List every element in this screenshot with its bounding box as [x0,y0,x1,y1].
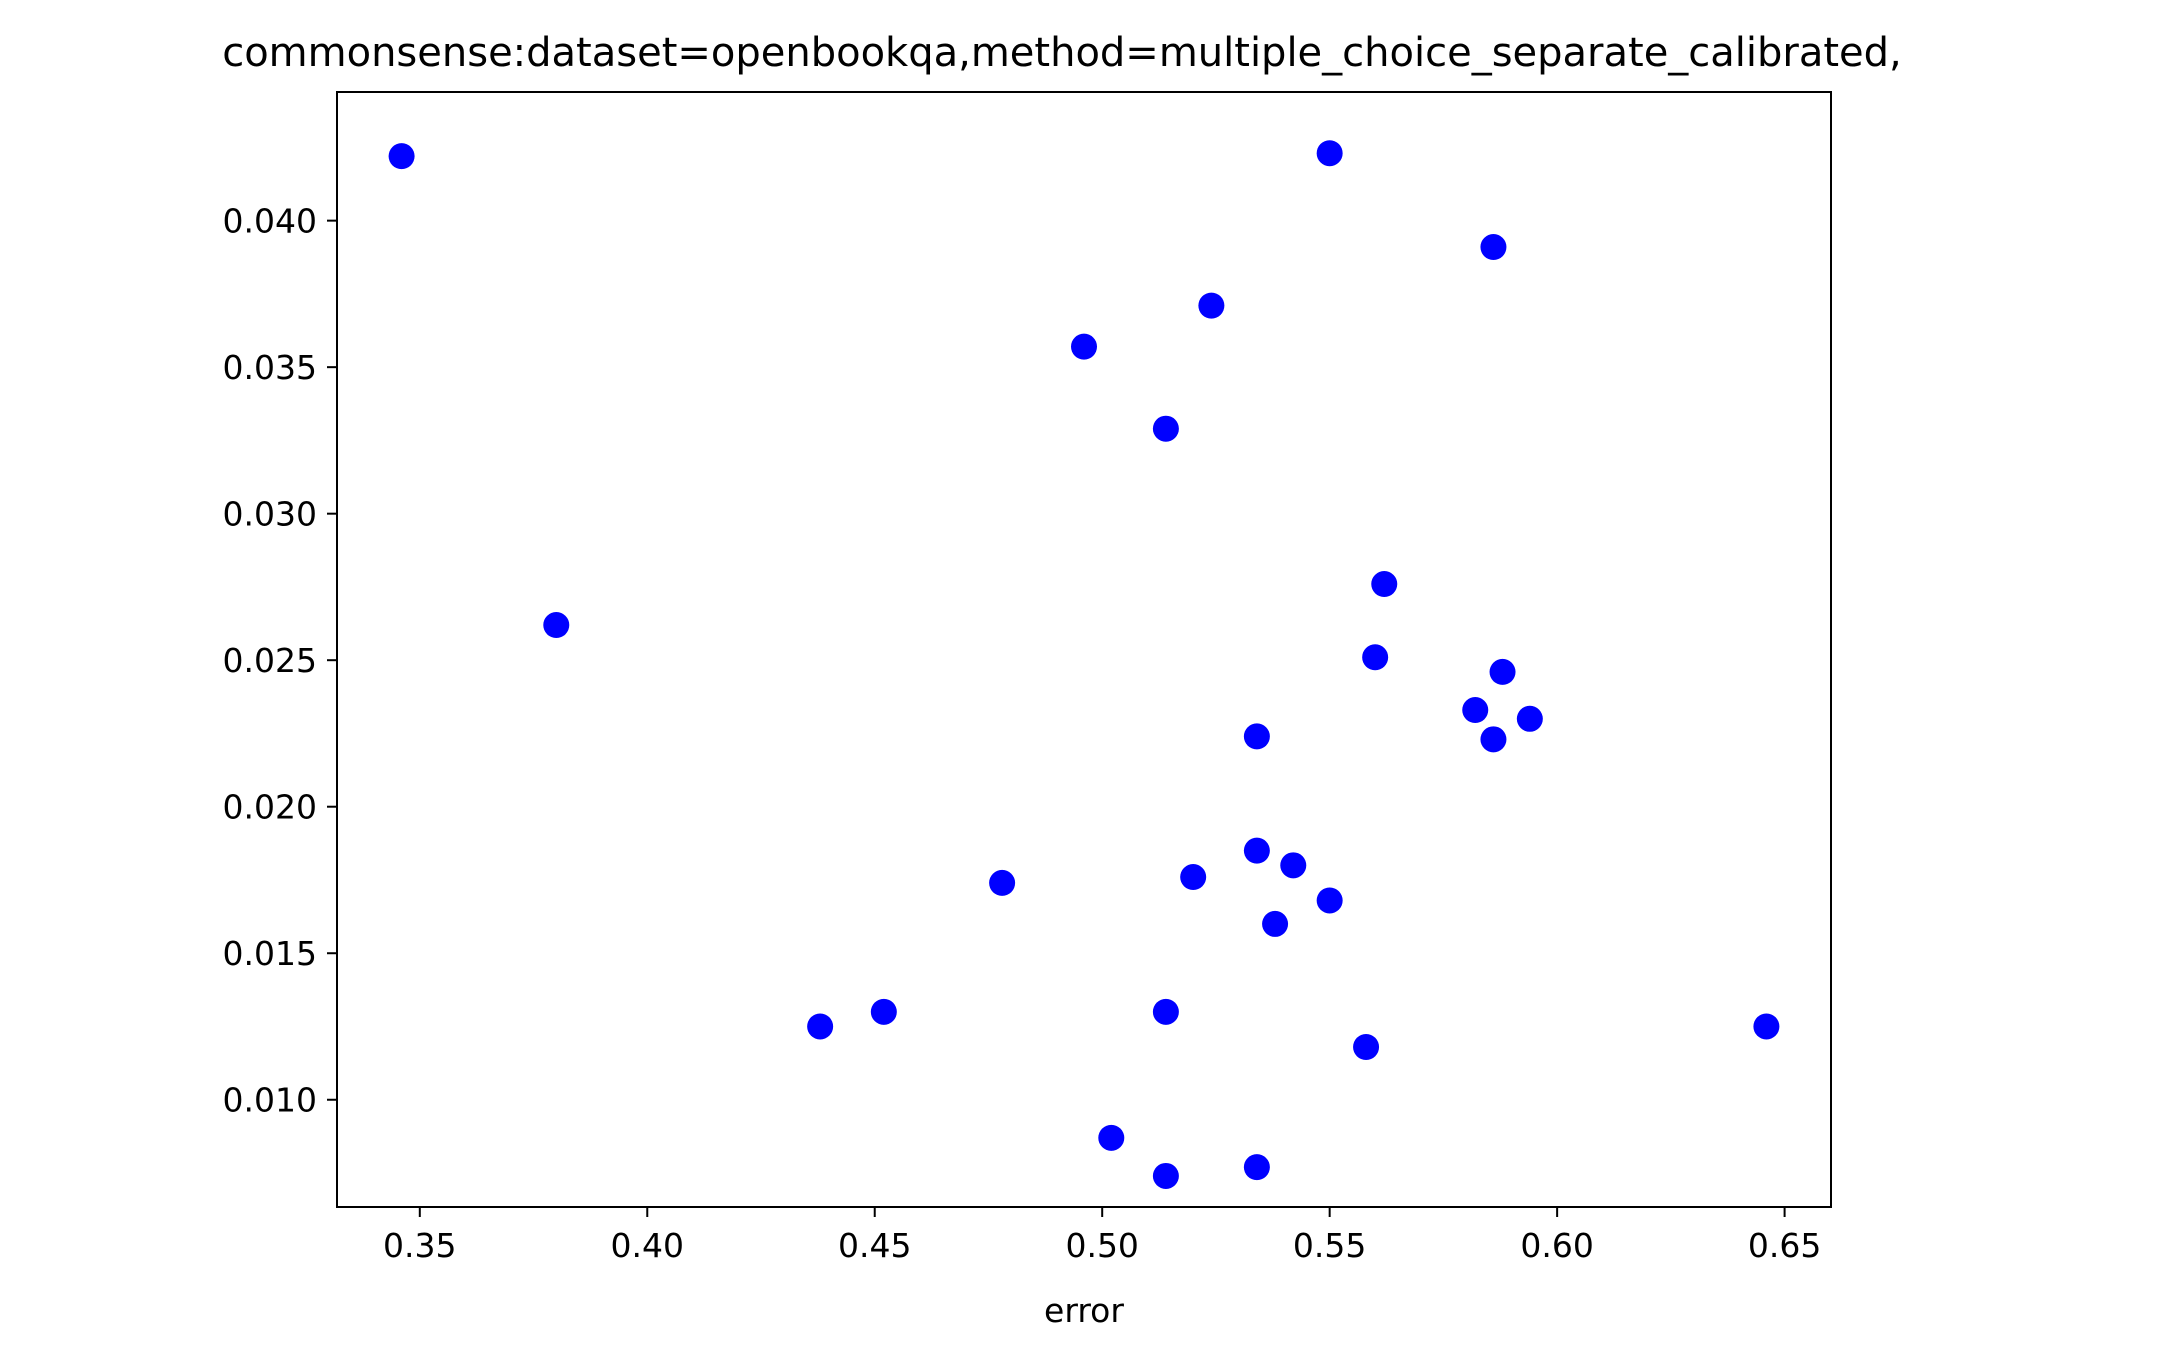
scatter-point [1180,864,1207,891]
y-tick-label: 0.035 [223,348,317,387]
y-tick-label: 0.015 [223,934,317,973]
x-tick-label: 0.35 [383,1226,456,1265]
x-tick-label: 0.50 [1065,1226,1138,1265]
scatter-point [1243,837,1270,864]
scatter-point [1243,723,1270,750]
scatter-point [1462,697,1489,724]
y-tick-label: 0.040 [223,202,317,241]
scatter-point [1152,415,1179,442]
scatter-point [1280,852,1307,879]
y-tick-label: 0.025 [223,641,317,680]
scatter-point [543,612,570,639]
scatter-point [1316,140,1343,167]
y-axis: 0.010 0.015 0.020 0.025 0.030 0.035 0.040 [223,202,337,1120]
y-tick-label: 0.030 [223,495,317,534]
scatter-point [1098,1124,1125,1151]
plot-area [336,91,1832,1208]
scatter-point [1353,1034,1380,1061]
scatter-point [388,143,415,170]
scatter-point [1480,726,1507,753]
scatter-point [989,869,1016,896]
scatter-point [1262,910,1289,937]
x-tick-label: 0.65 [1748,1226,1821,1265]
scatter-point [1243,1154,1270,1181]
x-axis: 0.35 0.40 0.45 0.50 0.55 0.60 0.65 [383,1207,1821,1265]
scatter-point [807,1013,834,1040]
scatter-points [388,140,1780,1189]
scatter-point [1152,1162,1179,1189]
chart-title: commonsense:dataset=openbookqa,method=mu… [222,30,1902,76]
plot-frame [336,91,1832,1208]
scatter-point [1071,333,1097,360]
scatter-point [1489,658,1516,685]
x-tick-label: 0.55 [1293,1226,1366,1265]
scatter-point [1152,998,1179,1025]
y-tick-label: 0.010 [223,1081,317,1120]
scatter-point [1362,644,1389,671]
x-tick-label: 0.60 [1520,1226,1593,1265]
y-tick-label: 0.020 [223,788,317,827]
scatter-point [1198,292,1225,319]
x-tick-label: 0.45 [838,1226,911,1265]
x-tick-label: 0.40 [611,1226,684,1265]
scatter-point [1753,1013,1780,1040]
scatter-point [1316,887,1343,914]
scatter-point [870,998,897,1025]
x-axis-label: error [1044,1291,1124,1330]
scatter-point [1516,705,1543,732]
scatter-point [1480,234,1507,261]
scatter-point [1371,571,1398,598]
